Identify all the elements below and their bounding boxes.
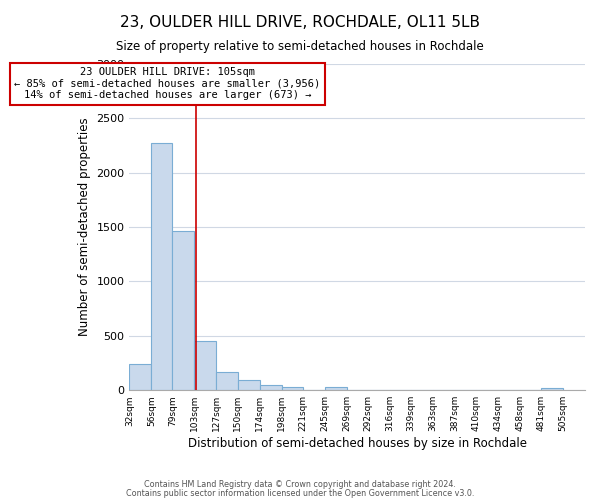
Bar — [541, 388, 563, 390]
Y-axis label: Number of semi-detached properties: Number of semi-detached properties — [78, 118, 91, 336]
Bar — [325, 387, 347, 390]
Text: 23, OULDER HILL DRIVE, ROCHDALE, OL11 5LB: 23, OULDER HILL DRIVE, ROCHDALE, OL11 5L… — [120, 15, 480, 30]
Bar — [217, 372, 238, 390]
Text: 23 OULDER HILL DRIVE: 105sqm
← 85% of semi-detached houses are smaller (3,956)
1: 23 OULDER HILL DRIVE: 105sqm ← 85% of se… — [14, 68, 320, 100]
Bar — [260, 386, 281, 390]
Text: Contains public sector information licensed under the Open Government Licence v3: Contains public sector information licen… — [126, 488, 474, 498]
Bar — [281, 387, 302, 390]
Text: Contains HM Land Registry data © Crown copyright and database right 2024.: Contains HM Land Registry data © Crown c… — [144, 480, 456, 489]
Bar — [194, 340, 217, 390]
Bar — [151, 144, 172, 390]
Bar — [172, 232, 194, 390]
Bar — [130, 364, 151, 390]
X-axis label: Distribution of semi-detached houses by size in Rochdale: Distribution of semi-detached houses by … — [188, 437, 527, 450]
Text: Size of property relative to semi-detached houses in Rochdale: Size of property relative to semi-detach… — [116, 40, 484, 53]
Bar — [238, 380, 260, 390]
